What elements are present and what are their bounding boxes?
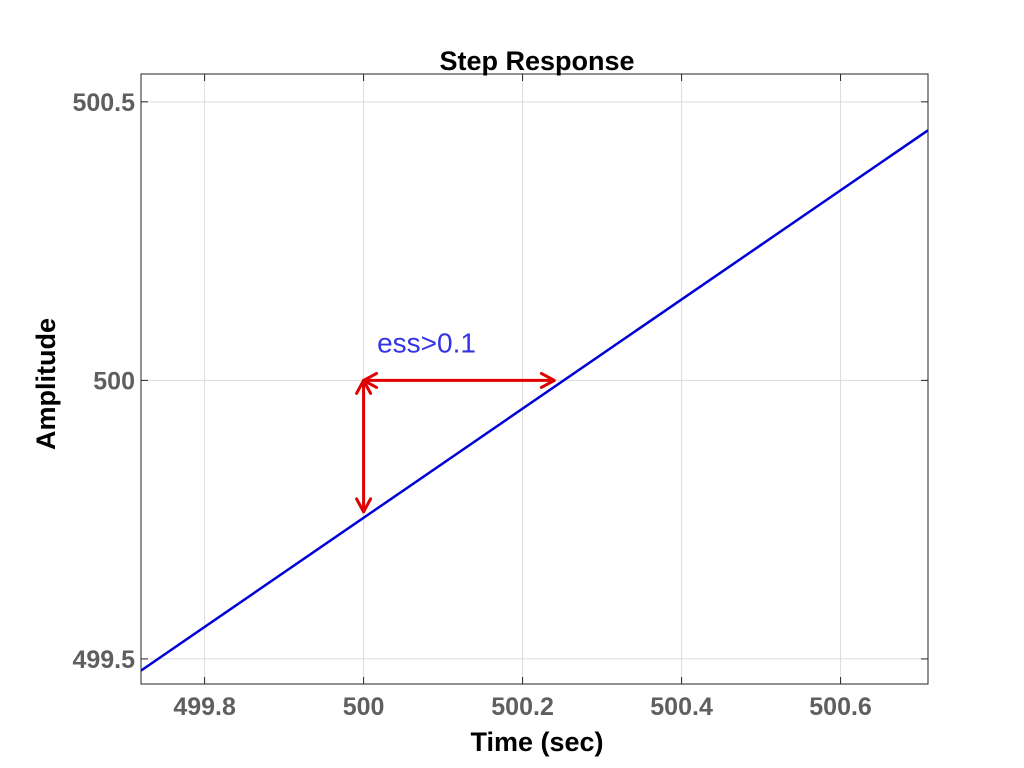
- annotation-text: ess>0.1: [377, 328, 476, 359]
- annotation-group: ess>0.1: [355, 328, 556, 514]
- step-response-line: [140, 129, 929, 672]
- y-tick-labels: 499.5 500 500.5: [72, 89, 135, 674]
- y-tick-label: 500: [93, 367, 135, 395]
- x-tick-labels: 499.8 500 500.2 500.4 500.6: [173, 693, 872, 721]
- x-tick-label: 500: [343, 693, 385, 721]
- x-tick-label: 500.2: [491, 693, 554, 721]
- y-tick-label: 500.5: [72, 89, 135, 117]
- series-group: [140, 129, 929, 672]
- tick-marks: [141, 74, 928, 684]
- x-tick-label: 500.6: [809, 693, 872, 721]
- arrow-head: [355, 378, 373, 395]
- axes-frame: [140, 73, 929, 685]
- x-axis-label: Time (sec): [470, 727, 603, 757]
- chart-title: Step Response: [439, 46, 634, 76]
- x-tick-label: 499.8: [173, 693, 236, 721]
- y-axis-label: Amplitude: [31, 318, 61, 450]
- arrow-head: [539, 371, 556, 389]
- arrow-head: [355, 497, 373, 514]
- y-tick-label: 499.5: [72, 646, 135, 674]
- x-tick-label: 500.4: [650, 693, 713, 721]
